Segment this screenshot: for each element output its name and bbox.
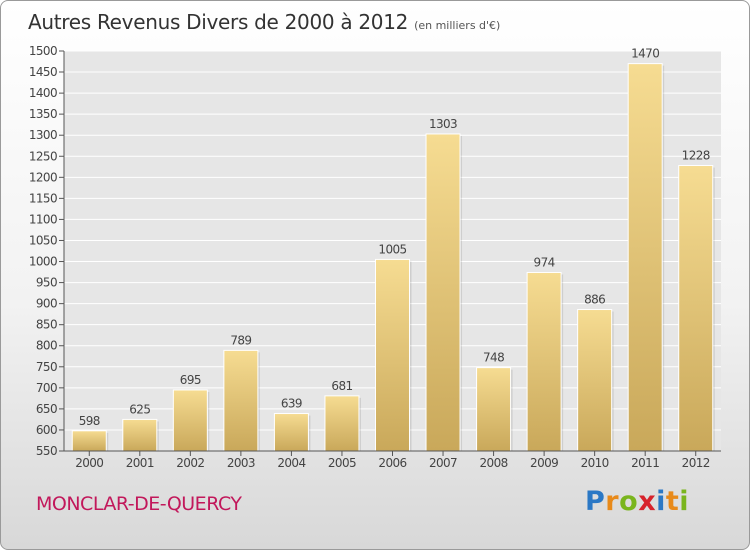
data-label: 625 <box>129 402 150 416</box>
x-tick-label: 2000 <box>75 456 103 470</box>
y-tick-label: 1000 <box>29 255 57 269</box>
data-label: 886 <box>584 293 605 307</box>
x-tick-label: 2006 <box>378 456 406 470</box>
bar <box>577 309 613 452</box>
bar <box>627 63 663 452</box>
data-label: 748 <box>483 351 504 365</box>
y-tick-label: 900 <box>36 297 57 311</box>
y-tick-label: 950 <box>36 276 57 290</box>
data-label: 598 <box>79 414 100 428</box>
y-tick-label: 650 <box>36 402 57 416</box>
chart-title-text: Autres Revenus Divers de 2000 à 2012 <box>28 10 409 34</box>
x-tick-label: 2005 <box>328 456 356 470</box>
y-tick-label: 1400 <box>29 86 57 100</box>
bars <box>71 63 715 452</box>
y-tick-label: 1250 <box>29 149 57 163</box>
brand-letter: x <box>638 486 657 517</box>
bar <box>375 258 410 452</box>
y-tick-label: 850 <box>36 318 57 332</box>
data-label: 974 <box>534 255 555 269</box>
x-tick-label: 2009 <box>530 456 558 470</box>
y-tick-label: 600 <box>36 423 57 437</box>
y-tick-label: 1150 <box>29 191 57 205</box>
bar <box>172 389 208 452</box>
x-tick-label: 2011 <box>631 456 659 470</box>
brand-letter: o <box>619 486 639 517</box>
bar <box>122 418 158 452</box>
proxiti-logo[interactable]: Proxiti <box>585 486 689 517</box>
y-tick-label: 700 <box>36 381 57 395</box>
brand-letter: i <box>656 486 666 517</box>
brand-letter: r <box>605 486 620 517</box>
brand-letter: i <box>679 486 690 517</box>
data-label: 1228 <box>682 149 710 163</box>
bar <box>223 349 259 452</box>
bar <box>273 413 309 452</box>
data-label: 639 <box>281 397 302 411</box>
x-tick-label: 2003 <box>227 456 255 470</box>
bar <box>71 430 107 452</box>
data-label: 789 <box>230 333 251 347</box>
bar <box>425 133 461 452</box>
brand-letter: t <box>665 486 680 517</box>
y-tick-label: 750 <box>36 360 57 374</box>
x-tick-label: 2012 <box>682 456 710 470</box>
y-tick-label: 1500 <box>29 44 57 58</box>
bar <box>324 395 360 452</box>
y-tick-label: 1100 <box>29 212 57 226</box>
y-axis: 550 600 650 700 750 800 850 900 950 1000 1050 1100 1… <box>29 44 65 458</box>
x-tick-label: 2007 <box>429 456 457 470</box>
x-axis: 2000 2001 2002 2003 2004 2005 2006 2007 2008 2009… <box>64 450 721 470</box>
bar <box>678 165 714 452</box>
x-tick-label: 2008 <box>480 456 508 470</box>
y-tick-label: 550 <box>36 444 57 458</box>
y-tick-label: 800 <box>36 339 57 353</box>
data-label: 695 <box>180 373 201 387</box>
data-label: 1005 <box>378 242 406 256</box>
data-labels: 598 625 695 789 639 681 1005 1303 748 974 886 1470 1… <box>79 47 711 428</box>
data-label: 1303 <box>429 117 457 131</box>
x-tick-label: 2010 <box>581 456 609 470</box>
y-tick-label: 1050 <box>29 233 57 247</box>
bar <box>476 367 512 452</box>
x-tick-label: 2004 <box>277 456 305 470</box>
y-tick-label: 1350 <box>29 107 57 121</box>
bar <box>526 271 562 452</box>
x-tick-label: 2001 <box>126 456 154 470</box>
x-tick-label: 2002 <box>176 456 204 470</box>
data-label: 1470 <box>631 47 659 61</box>
chart-subtitle: (en milliers d'€) <box>414 19 501 32</box>
data-label: 681 <box>331 379 352 393</box>
brand-letter: P <box>585 486 606 517</box>
y-tick-label: 1200 <box>29 170 57 184</box>
y-tick-label: 1450 <box>29 65 57 79</box>
y-tick-label: 1300 <box>29 128 57 142</box>
chart-title: Autres Revenus Divers de 2000 à 2012 (en … <box>28 10 500 34</box>
city-name: MONCLAR-DE-QUERCY <box>36 493 242 515</box>
